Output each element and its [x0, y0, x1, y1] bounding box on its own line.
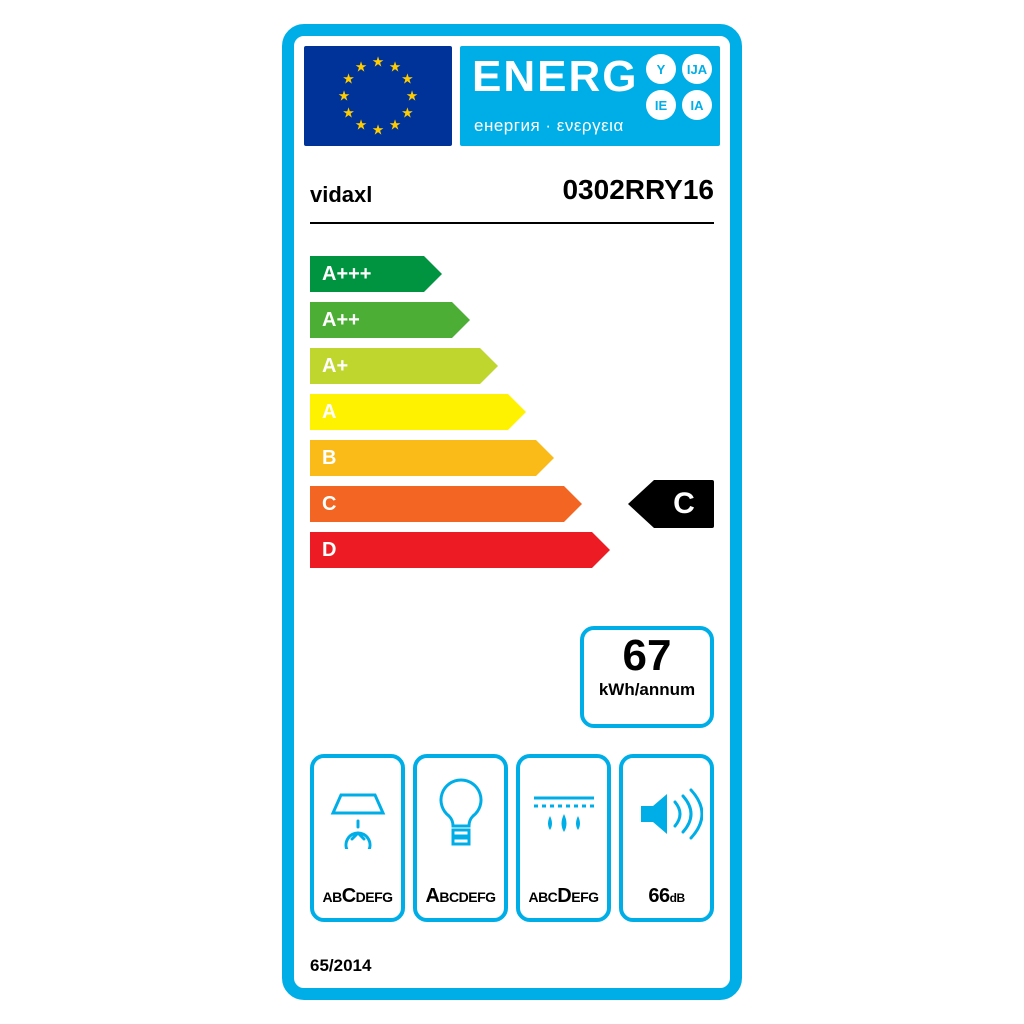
efficiency-scale: A+++A++A+ABCDC [310, 256, 714, 596]
eu-flag-icon: ★★★★★★★★★★★★ [304, 46, 452, 146]
model-label: 0302RRY16 [562, 174, 714, 206]
lang-badge-ija: IJA [682, 54, 712, 84]
pictogram-box-bulb: ABCDEFG [413, 754, 508, 922]
regulation-label: 65/2014 [310, 956, 371, 976]
energy-banner: ENERG енергия · ενεργεια Y IJA IE IA [460, 46, 720, 146]
noise-icon [623, 768, 710, 860]
pictogram-box-grease: ABCDEFG [516, 754, 611, 922]
grease-icon [520, 768, 607, 860]
hood-icon [314, 768, 401, 860]
lang-badge-y: Y [646, 54, 676, 84]
lang-badge-ia: IA [682, 90, 712, 120]
pictogram-label-hood: ABCDEFG [314, 885, 401, 908]
brand-model-row: vidaxl 0302RRY16 [310, 176, 714, 224]
energy-title: ENERG [472, 52, 638, 102]
consumption-value: 67 [584, 634, 710, 678]
pictogram-label-bulb: ABCDEFG [417, 885, 504, 908]
pictogram-label-grease: ABCDEFG [520, 885, 607, 908]
brand-label: vidaxl [310, 182, 372, 208]
energy-subtitle: енергия · ενεργεια [474, 116, 624, 136]
lang-badge-ie: IE [646, 90, 676, 120]
bulb-icon [417, 768, 504, 860]
selected-class-marker: C [628, 480, 714, 528]
consumption-box: 67 kWh/annum [580, 626, 714, 728]
pictogram-row: ABCDEFG ABCDEFG ABCDEFG 66dB [310, 754, 714, 922]
pictogram-box-hood: ABCDEFG [310, 754, 405, 922]
pictogram-box-noise: 66dB [619, 754, 714, 922]
header: ★★★★★★★★★★★★ ENERG енергия · ενεργεια Y … [304, 46, 720, 148]
pictogram-label-noise: 66dB [623, 885, 710, 908]
energy-label: ★★★★★★★★★★★★ ENERG енергия · ενεργεια Y … [282, 24, 742, 1000]
consumption-unit: kWh/annum [584, 680, 710, 700]
